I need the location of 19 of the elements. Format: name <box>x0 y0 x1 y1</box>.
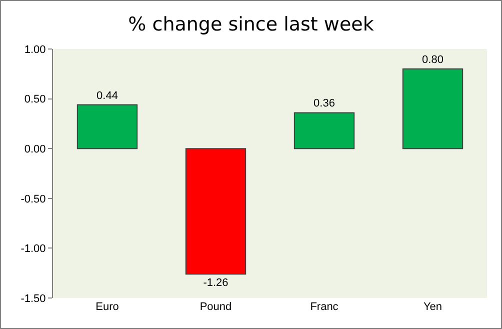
x-tick-label: Franc <box>310 301 339 313</box>
x-tick-label: Pound <box>200 301 232 313</box>
x-tick-label: Euro <box>96 301 119 313</box>
bar <box>185 148 246 275</box>
data-label: 0.80 <box>422 54 444 66</box>
data-label: 0.44 <box>96 90 118 102</box>
y-tick-label: 0.00 <box>24 143 46 156</box>
y-tick-label: 1.00 <box>24 44 46 56</box>
bar <box>294 112 355 150</box>
x-tick-label: Yen <box>423 301 442 313</box>
bar <box>402 68 464 150</box>
chart-title: % change since last week <box>128 14 374 36</box>
y-tick-label: 0.50 <box>24 94 46 106</box>
y-tick-label: -1.50 <box>20 292 46 305</box>
data-label: 0.36 <box>314 98 335 110</box>
data-label: -1.26 <box>203 277 228 290</box>
y-tick-label: -0.50 <box>20 193 46 206</box>
bar <box>76 104 138 150</box>
y-tick-label: -1.00 <box>20 243 46 256</box>
